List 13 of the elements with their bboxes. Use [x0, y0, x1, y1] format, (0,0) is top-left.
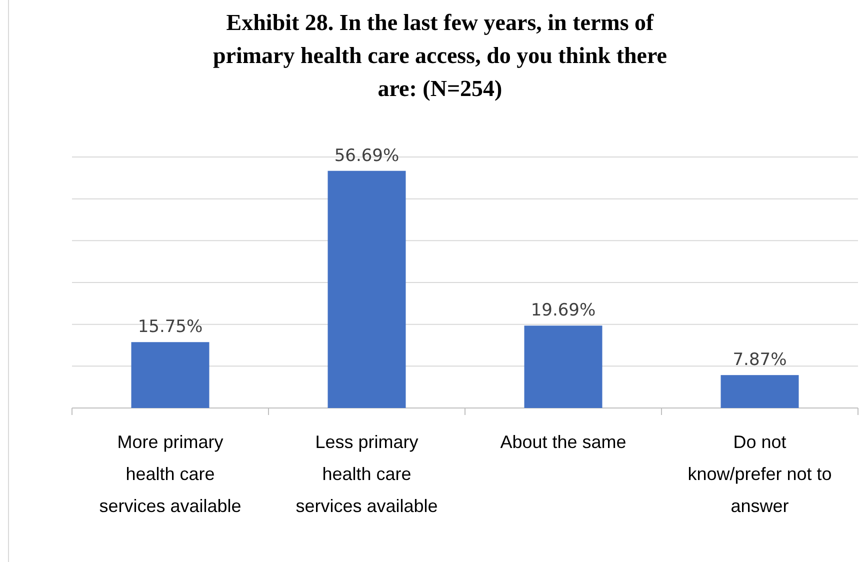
bar	[328, 170, 406, 408]
x-tick-label: More primary health care services available	[99, 432, 242, 516]
data-label: 7.87%	[732, 350, 787, 370]
bar	[524, 326, 602, 408]
data-label: 15.75%	[138, 317, 203, 338]
x-tick-label: About the same	[500, 432, 626, 452]
data-label: 56.69%	[334, 146, 400, 166]
x-tick-label: Less primary health care services available	[296, 432, 438, 516]
chart-title: Exhibit 28. In the last few years, in terms of primary health care access, do you think there are: (N=254)	[212, 10, 668, 101]
bar	[131, 342, 210, 408]
x-tick-label: Do not know/prefer not to answer	[688, 432, 832, 516]
bar	[720, 375, 799, 408]
data-label: 19.69%	[530, 300, 596, 321]
